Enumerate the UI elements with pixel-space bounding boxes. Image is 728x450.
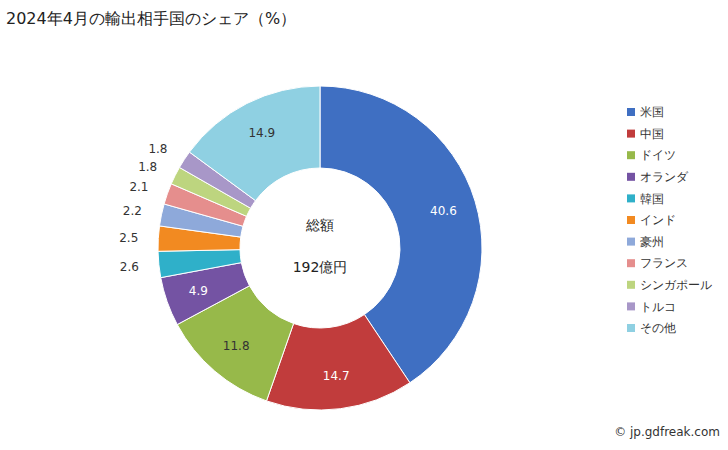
legend-label: インド bbox=[640, 213, 676, 227]
credit: © jp.gdfreak.com bbox=[614, 425, 720, 439]
legend-swatch bbox=[627, 108, 635, 116]
data-label: 14.7 bbox=[323, 369, 350, 383]
data-label: 2.5 bbox=[119, 231, 138, 245]
data-label: 14.9 bbox=[248, 126, 275, 140]
legend-label: 中国 bbox=[640, 127, 664, 141]
legend-item: フランス bbox=[627, 256, 688, 270]
legend-swatch bbox=[627, 173, 635, 181]
legend-label: ドイツ bbox=[640, 148, 676, 162]
data-labels: 40.6 14.7 11.8 4.9 2.6 2.5 2.2 2.1 1.8 1.8 14.9 bbox=[119, 126, 457, 383]
legend-label: シンガポール bbox=[640, 278, 712, 292]
data-label: 1.8 bbox=[138, 160, 157, 174]
legend-swatch bbox=[627, 130, 635, 138]
legend-label: 韓国 bbox=[640, 192, 664, 206]
legend-item: トルコ bbox=[627, 300, 676, 314]
legend-label: 米国 bbox=[640, 105, 664, 119]
legend-label: オランダ bbox=[640, 170, 689, 184]
legend-swatch bbox=[627, 302, 635, 310]
legend-item: 米国 bbox=[627, 105, 664, 119]
legend-item: 豪州 bbox=[627, 235, 664, 249]
legend-label: その他 bbox=[640, 321, 676, 335]
legend-swatch bbox=[627, 151, 635, 159]
legend-label: 豪州 bbox=[640, 235, 664, 249]
legend-item: その他 bbox=[627, 321, 676, 335]
center-label: 総額 bbox=[305, 217, 334, 233]
legend-swatch bbox=[627, 324, 635, 332]
slice bbox=[158, 250, 241, 278]
data-label: 2.6 bbox=[120, 260, 139, 274]
legend-item: ドイツ bbox=[627, 148, 676, 162]
legend-swatch bbox=[627, 259, 635, 267]
center-total: 192億円 bbox=[293, 259, 348, 275]
donut bbox=[158, 86, 482, 410]
legend-label: フランス bbox=[640, 256, 688, 270]
legend-swatch bbox=[627, 281, 635, 289]
chart: 2024年4月の輸出相手国のシェア（%） 40.6 14.7 11.8 4.9 2.6 2.… bbox=[0, 0, 728, 450]
legend-swatch bbox=[627, 194, 635, 202]
data-label: 2.2 bbox=[123, 204, 142, 218]
data-label: 11.8 bbox=[223, 339, 250, 353]
legend: 米国中国ドイツオランダ韓国インド豪州フランスシンガポールトルコその他 bbox=[627, 105, 712, 335]
data-label: 40.6 bbox=[430, 204, 457, 218]
title: 2024年4月の輸出相手国のシェア（%） bbox=[6, 9, 296, 28]
legend-swatch bbox=[627, 238, 635, 246]
legend-item: 韓国 bbox=[627, 192, 664, 206]
data-label: 4.9 bbox=[189, 284, 208, 298]
legend-swatch bbox=[627, 216, 635, 224]
data-label: 2.1 bbox=[129, 180, 148, 194]
legend-item: インド bbox=[627, 213, 676, 227]
slice bbox=[189, 86, 320, 201]
legend-label: トルコ bbox=[640, 300, 676, 314]
legend-item: オランダ bbox=[627, 170, 689, 184]
data-label: 1.8 bbox=[148, 142, 167, 156]
legend-item: 中国 bbox=[627, 127, 664, 141]
legend-item: シンガポール bbox=[627, 278, 712, 292]
